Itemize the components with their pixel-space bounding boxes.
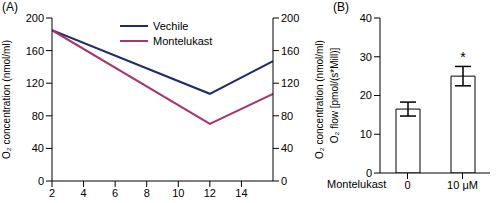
svg-text:160: 160 bbox=[281, 45, 299, 57]
svg-text:0: 0 bbox=[281, 175, 287, 187]
svg-text:O₂ concentration (nmol/ml): O₂ concentration (nmol/ml) bbox=[8, 40, 12, 159]
svg-text:40: 40 bbox=[360, 12, 372, 24]
svg-text:12: 12 bbox=[204, 187, 216, 199]
html-text:(B): (B) bbox=[333, 0, 349, 14]
svg-text:8: 8 bbox=[144, 187, 150, 199]
svg-text:120: 120 bbox=[281, 77, 299, 89]
svg-text:80: 80 bbox=[32, 110, 44, 122]
svg-text:40: 40 bbox=[281, 142, 293, 154]
svg-text:O₂ flow [pmol/(s*Mill)]: O₂ flow [pmol/(s*Mill)] bbox=[329, 48, 340, 144]
svg-text:0: 0 bbox=[404, 179, 410, 191]
svg-text:0: 0 bbox=[38, 175, 44, 187]
svg-text:O₂ concentration (nmol/ml): O₂ concentration (nmol/ml) bbox=[314, 40, 325, 159]
svg-text:120: 120 bbox=[26, 77, 44, 89]
svg-text:6: 6 bbox=[112, 187, 118, 199]
html-text:(A): (A) bbox=[2, 0, 18, 14]
svg-text:10: 10 bbox=[360, 128, 372, 140]
svg-text:10: 10 bbox=[172, 187, 184, 199]
svg-text:2: 2 bbox=[49, 187, 55, 199]
svg-text:80: 80 bbox=[281, 110, 293, 122]
svg-text:10 μM: 10 μM bbox=[447, 179, 478, 191]
svg-text:40: 40 bbox=[32, 142, 44, 154]
svg-text:30: 30 bbox=[360, 51, 372, 63]
svg-text:*: * bbox=[460, 49, 466, 65]
html-text:Montelukast: Montelukast bbox=[153, 34, 213, 47]
svg-text:200: 200 bbox=[26, 12, 44, 24]
html-text:Montelukast: Montelukast bbox=[327, 178, 387, 190]
svg-text:4: 4 bbox=[81, 187, 87, 199]
svg-text:160: 160 bbox=[26, 45, 44, 57]
svg-text:200: 200 bbox=[281, 12, 299, 24]
svg-text:0: 0 bbox=[366, 167, 372, 179]
svg-text:20: 20 bbox=[360, 89, 372, 101]
html-text:Vechile: Vechile bbox=[153, 19, 189, 32]
svg-text:14: 14 bbox=[235, 187, 247, 199]
